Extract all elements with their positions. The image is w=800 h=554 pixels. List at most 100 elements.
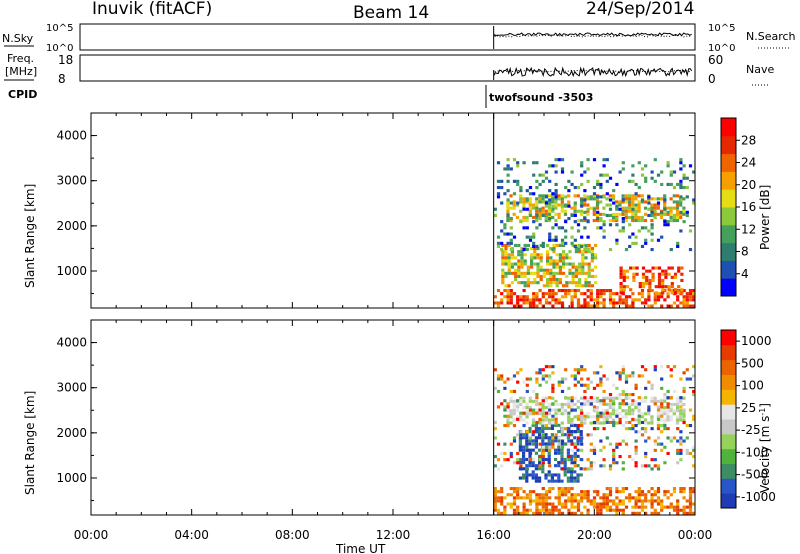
data-cell (506, 232, 510, 236)
data-cell (564, 396, 568, 400)
data-cell (531, 439, 535, 443)
data-cell (660, 405, 664, 409)
data-cell (631, 427, 635, 431)
colorbar-tick-label: 24 (741, 156, 756, 170)
data-cell (679, 458, 683, 462)
data-cell (560, 457, 564, 461)
data-cell (650, 496, 654, 500)
data-cell (514, 268, 518, 272)
data-cell (560, 412, 564, 416)
data-cell (650, 219, 654, 223)
data-cell (544, 170, 549, 174)
data-cell (544, 445, 549, 449)
data-cell (538, 223, 542, 227)
data-cell (528, 499, 533, 503)
data-cell (541, 430, 545, 434)
data-cell (637, 412, 641, 416)
data-cell (650, 383, 654, 387)
velocity-data-cells (493, 320, 696, 515)
colorbar-segment (721, 374, 736, 390)
data-cell (548, 301, 552, 305)
data-cell (679, 198, 683, 202)
data-cell (560, 467, 565, 471)
data-cell (663, 399, 667, 403)
data-cell (532, 411, 536, 415)
data-cell (621, 298, 625, 302)
data-cell (517, 262, 521, 266)
data-cell (570, 461, 574, 465)
data-cell (493, 490, 497, 494)
data-cell (532, 430, 536, 434)
data-cell (596, 411, 600, 415)
data-cell (583, 194, 587, 198)
data-cell (512, 508, 517, 512)
data-cell (562, 259, 566, 263)
data-cell (602, 409, 606, 413)
data-cell (552, 278, 556, 282)
colorbar-segment (721, 478, 736, 494)
data-cell (522, 467, 526, 471)
colorbar-segment (721, 344, 736, 361)
data-cell (628, 295, 632, 299)
data-cell (547, 219, 552, 223)
data-cell (525, 298, 529, 302)
data-cell (608, 292, 613, 296)
data-cell (581, 268, 585, 272)
data-cell (541, 436, 545, 440)
y-tick-label: 3000 (56, 381, 87, 395)
data-cell (544, 415, 548, 419)
data-cell (692, 389, 696, 393)
data-cell (675, 415, 680, 419)
data-cell (564, 235, 568, 239)
data-cell (528, 454, 532, 458)
data-cell (519, 464, 523, 468)
data-cell (621, 212, 625, 216)
data-cell (602, 195, 606, 199)
data-cell (586, 467, 590, 471)
data-cell (566, 479, 570, 483)
data-cell (637, 229, 641, 233)
data-cell (596, 505, 600, 509)
data-cell (650, 487, 654, 491)
colorbar-tick-label: 20 (741, 178, 756, 192)
data-cell (669, 248, 673, 252)
data-cell (532, 292, 536, 296)
x-axis-label: Time UT (335, 542, 386, 554)
data-cell (512, 203, 516, 207)
data-cell (631, 505, 635, 509)
data-cell (525, 207, 529, 211)
data-cell (503, 386, 507, 390)
data-cell (534, 476, 538, 480)
data-cell (682, 508, 686, 512)
data-cell (618, 374, 622, 378)
data-cell (554, 399, 558, 403)
data-cell (669, 212, 673, 216)
data-cell (692, 374, 696, 378)
data-cell (535, 408, 539, 412)
data-cell (692, 289, 696, 293)
data-cell (631, 200, 635, 204)
data-cell (621, 220, 625, 224)
data-cell (621, 206, 625, 210)
data-cell (653, 212, 657, 216)
data-cell (541, 467, 545, 471)
data-cell (500, 402, 504, 406)
data-cell (570, 493, 574, 497)
data-cell (608, 420, 613, 424)
data-cell (554, 182, 558, 186)
data-cell (503, 167, 507, 171)
data-cell (522, 289, 526, 293)
data-cell (618, 203, 622, 207)
data-cell (535, 209, 539, 213)
data-cell (560, 301, 565, 305)
data-cell (661, 269, 665, 273)
data-cell (570, 476, 574, 480)
data-cell (583, 505, 587, 509)
data-cell (628, 493, 632, 497)
data-cell (541, 464, 545, 468)
data-cell (512, 417, 517, 421)
data-cell (663, 418, 667, 422)
data-cell (672, 412, 676, 416)
